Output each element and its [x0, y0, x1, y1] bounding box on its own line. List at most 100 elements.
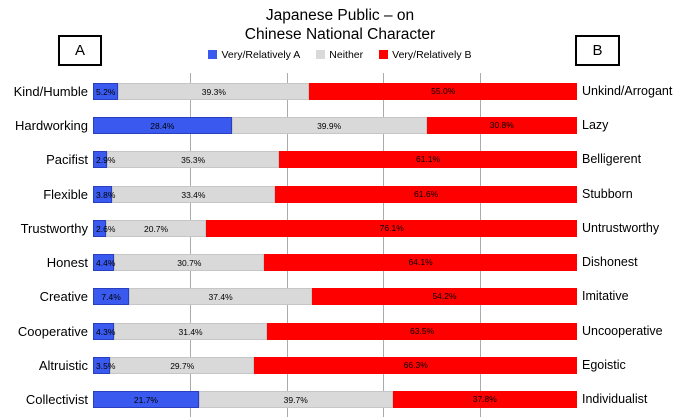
- legend-item: Very/Relatively B: [379, 48, 472, 61]
- value-label: 4.3%: [96, 326, 116, 337]
- category-label-right: Uncooperative: [582, 323, 663, 338]
- legend-label: Very/Relatively B: [392, 48, 472, 61]
- segment-b: 64.1%: [264, 254, 577, 272]
- category-label-left: Hardworking: [15, 118, 88, 134]
- plot-area: 5.2% 39.3% 55.0% 28.4% 39.9% 30.8% 2.9% 35.3% 61…: [93, 73, 577, 417]
- legend-item: Neither: [316, 49, 363, 61]
- segment-a: 4.4%: [93, 254, 116, 272]
- value-label: 7.4%: [101, 292, 121, 303]
- value-label: 28.4%: [150, 121, 175, 132]
- bar-row: 2.9% 35.3% 61.1%: [93, 151, 577, 169]
- segment-n: 39.3%: [118, 83, 310, 100]
- category-label-left: Flexible: [43, 186, 88, 202]
- gridline: [480, 73, 482, 417]
- segment-b: 37.8%: [392, 390, 577, 408]
- bar-row: 3.5% 29.7% 66.3%: [93, 356, 577, 374]
- bar-row: 2.6% 20.7% 76.1%: [93, 219, 577, 237]
- segment-a: 2.9%: [93, 151, 115, 169]
- bar-row: 4.3% 31.4% 63.5%: [93, 322, 577, 340]
- value-label: 4.4%: [96, 258, 116, 269]
- segment-n: 29.7%: [110, 356, 255, 374]
- value-label: 3.8%: [96, 189, 116, 200]
- segment-a: 2.6%: [93, 219, 115, 237]
- category-label-left: Kind/Humble: [13, 84, 88, 99]
- segment-n: 30.7%: [114, 254, 265, 272]
- segment-b: 63.5%: [267, 322, 577, 340]
- category-label-right: Belligerent: [582, 152, 642, 167]
- bar-row: 3.8% 33.4% 61.6%: [93, 185, 577, 203]
- bar-row: 4.4% 30.7% 64.1%: [93, 254, 577, 272]
- legend-swatch-icon: [208, 50, 218, 59]
- category-label-right: Untrustworthy: [582, 220, 660, 235]
- segment-b: 54.2%: [312, 288, 577, 306]
- value-label: 39.3%: [201, 87, 226, 97]
- segment-a: 3.5%: [93, 356, 115, 374]
- value-label: 21.7%: [133, 394, 158, 405]
- gridline: [286, 73, 288, 417]
- category-label-left: Pacifist: [46, 152, 88, 168]
- chart-title-line1: Japanese Public – on: [265, 7, 415, 24]
- value-label: 30.7%: [177, 258, 202, 269]
- bar-row: 21.7% 39.7% 37.8%: [93, 390, 577, 408]
- value-label: 61.6%: [414, 188, 439, 199]
- category-label-right: Dishonest: [582, 255, 638, 270]
- segment-n: 33.4%: [111, 185, 276, 203]
- segment-b: 66.3%: [254, 356, 577, 374]
- value-label: 63.5%: [410, 325, 435, 336]
- value-label: 64.1%: [408, 257, 433, 268]
- gridline: [189, 73, 191, 417]
- category-label-right: Lazy: [582, 118, 609, 133]
- chart-title: Japanese Public – on Chinese National Ch…: [0, 6, 680, 44]
- gridline: [383, 73, 385, 417]
- category-label-left: Trustworthy: [20, 220, 88, 236]
- category-label-right: Imitative: [582, 289, 629, 304]
- segment-b: 61.1%: [279, 151, 577, 169]
- legend-item: Very/Relatively A: [208, 49, 300, 61]
- category-label-right: Egoistic: [582, 357, 626, 372]
- segment-n: 37.4%: [129, 288, 313, 306]
- label-b-box: B: [575, 35, 620, 66]
- segment-b: 61.6%: [275, 185, 577, 203]
- segment-a: 3.8%: [93, 185, 116, 203]
- segment-n: 31.4%: [113, 322, 268, 340]
- value-label: 39.9%: [317, 121, 342, 132]
- chart-title-line2: Chinese National Character: [244, 26, 436, 43]
- value-label: 29.7%: [170, 360, 195, 371]
- legend-swatch-icon: [379, 50, 389, 59]
- segment-n: 39.7%: [198, 390, 393, 408]
- category-label-left: Collectivist: [25, 391, 88, 407]
- segment-a: 7.4%: [93, 288, 130, 306]
- value-label: 31.4%: [178, 326, 203, 337]
- value-label: 2.6%: [96, 223, 116, 234]
- value-label: 66.3%: [403, 359, 428, 370]
- value-label: 2.9%: [96, 155, 116, 166]
- category-label-right: Stubborn: [582, 186, 633, 201]
- chart-legend: Very/Relatively A Neither Very/Relatively …: [0, 47, 680, 62]
- segment-a: 28.4%: [93, 117, 232, 135]
- bar-row: 28.4% 39.9% 30.8%: [93, 117, 577, 135]
- label-a-text: A: [74, 42, 85, 59]
- value-label: 35.3%: [181, 155, 206, 166]
- segment-b: 55.0%: [309, 83, 577, 100]
- category-label-right: Individualist: [582, 391, 648, 406]
- segment-b: 30.8%: [426, 117, 577, 135]
- segment-a: 21.7%: [93, 390, 199, 408]
- category-label-right: Unkind/Arrogant: [582, 84, 673, 98]
- value-label: 54.2%: [432, 291, 457, 302]
- category-label-left: Honest: [46, 255, 88, 271]
- category-label-left: Cooperative: [17, 323, 88, 339]
- category-label-left: Creative: [39, 289, 88, 305]
- legend-label: Very/Relatively A: [221, 48, 301, 61]
- value-label: 55.0%: [431, 86, 456, 96]
- segment-a: 5.2%: [93, 83, 119, 100]
- label-a-box: A: [58, 35, 102, 66]
- segment-n: 39.9%: [231, 117, 427, 135]
- value-label: 3.5%: [96, 360, 116, 371]
- segment-n: 20.7%: [105, 219, 207, 237]
- label-b-text: B: [592, 42, 603, 59]
- segment-a: 4.3%: [93, 322, 116, 340]
- bar-row: 7.4% 37.4% 54.2%: [93, 288, 577, 306]
- value-label: 37.8%: [472, 393, 497, 404]
- value-label: 37.4%: [208, 292, 233, 303]
